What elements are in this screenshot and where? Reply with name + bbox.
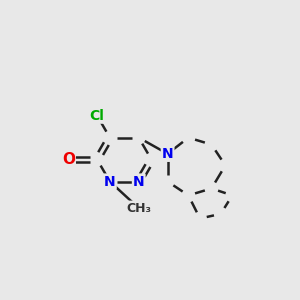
Text: N: N: [104, 175, 116, 188]
Text: N: N: [162, 147, 173, 161]
Text: O: O: [62, 152, 75, 167]
Text: Cl: Cl: [90, 109, 105, 123]
Text: N: N: [133, 175, 145, 188]
Text: CH₃: CH₃: [126, 202, 151, 214]
